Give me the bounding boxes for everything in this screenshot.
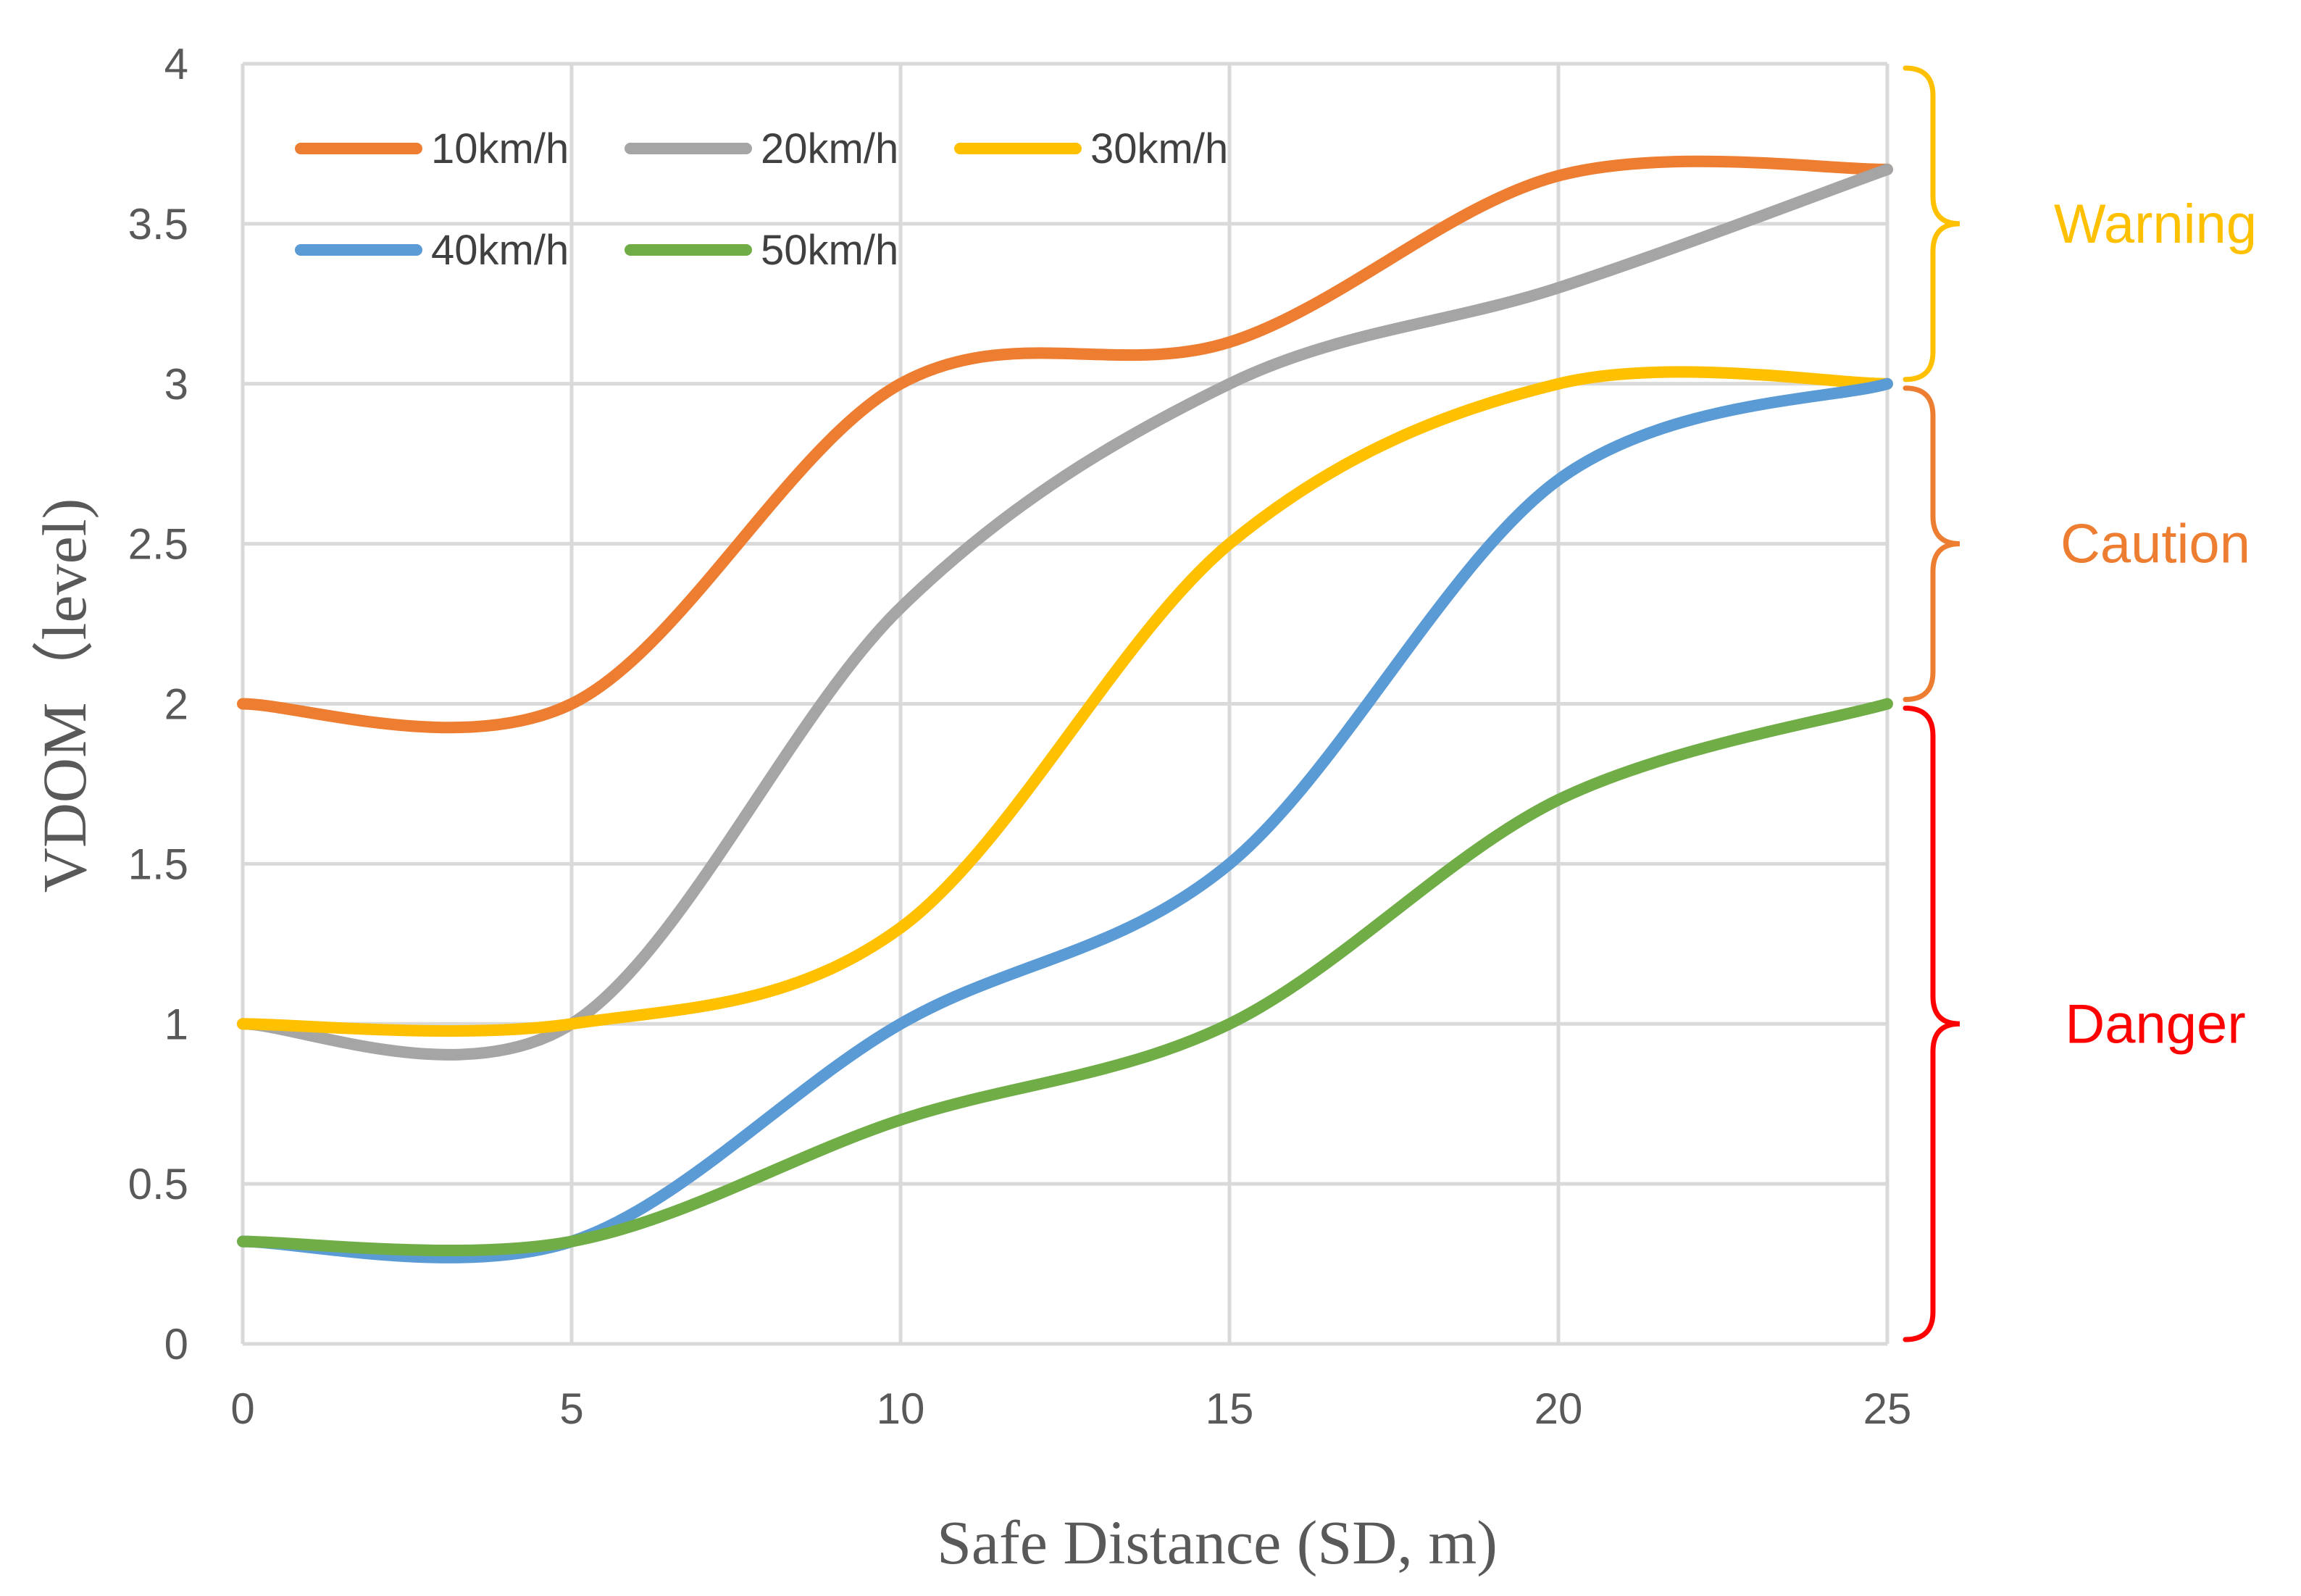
tick-label-layer: 0 0.5 1 1.5 2 2.5 3 3.5 4 0 5 10 15 20 25 bbox=[128, 40, 1912, 1433]
legend-label: 40km/h bbox=[431, 227, 569, 274]
x-tick-label: 20 bbox=[1534, 1384, 1583, 1433]
zone-brace bbox=[1903, 65, 1960, 383]
x-tick-label: 5 bbox=[559, 1384, 583, 1433]
legend-label: 50km/h bbox=[761, 227, 898, 274]
zone-label-warning: Warning bbox=[2054, 193, 2257, 255]
legend-label: 10km/h bbox=[431, 125, 569, 172]
series-line-40kmh bbox=[237, 377, 1893, 1263]
y-tick-label: 0 bbox=[164, 1320, 188, 1369]
zone-annotations: Warning Caution Danger bbox=[1903, 65, 2257, 1342]
legend-label: 20km/h bbox=[761, 125, 898, 172]
zone-label-caution: Caution bbox=[2060, 514, 2250, 575]
y-axis-title: VDOM（level) bbox=[30, 498, 99, 893]
series-line-30kmh bbox=[237, 366, 1893, 1037]
zone-brace bbox=[1903, 385, 1960, 702]
x-tick-label: 0 bbox=[230, 1384, 254, 1433]
y-tick-label: 3.5 bbox=[128, 200, 188, 248]
legend: 10km/h 20km/h 30km/h 40km/h 50km/h bbox=[295, 125, 1228, 274]
zone-label-danger: Danger bbox=[2065, 993, 2245, 1055]
x-tick-label: 10 bbox=[877, 1384, 925, 1433]
y-tick-label: 2 bbox=[164, 680, 188, 729]
legend-label: 30km/h bbox=[1090, 125, 1228, 172]
y-tick-label: 4 bbox=[164, 40, 188, 88]
grid-layer bbox=[241, 62, 1889, 1346]
series-line-10kmh bbox=[237, 155, 1893, 734]
zone-brace bbox=[1903, 706, 1960, 1342]
series-line-50kmh bbox=[237, 698, 1893, 1257]
series-line-20kmh bbox=[237, 163, 1893, 1061]
x-tick-label: 25 bbox=[1863, 1384, 1912, 1433]
y-tick-label: 3 bbox=[164, 360, 188, 409]
x-axis-title: Safe Distance (SD, m) bbox=[937, 1508, 1498, 1577]
series-layer bbox=[237, 155, 1893, 1263]
y-tick-label: 1 bbox=[164, 1000, 188, 1048]
y-tick-label: 0.5 bbox=[128, 1160, 188, 1208]
x-tick-label: 15 bbox=[1206, 1384, 1254, 1433]
y-tick-label: 1.5 bbox=[128, 840, 188, 888]
y-tick-label: 2.5 bbox=[128, 520, 188, 569]
